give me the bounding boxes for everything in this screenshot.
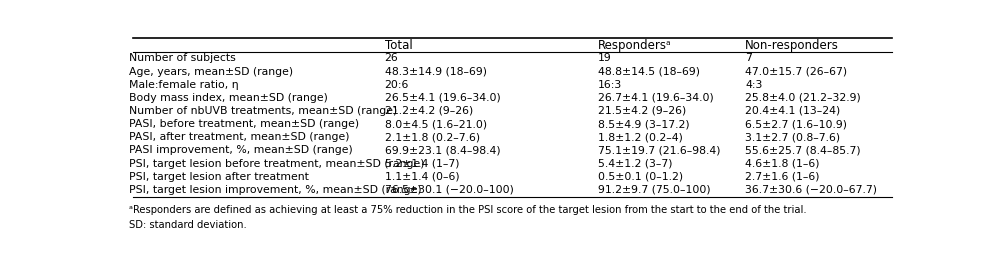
Text: 20:6: 20:6 [385,80,409,90]
Text: 1.8±1.2 (0.2–4): 1.8±1.2 (0.2–4) [598,132,683,142]
Text: 55.6±25.7 (8.4–85.7): 55.6±25.7 (8.4–85.7) [745,146,861,155]
Text: 21.2±4.2 (9–26): 21.2±4.2 (9–26) [385,106,473,116]
Text: 3.1±2.7 (0.8–7.6): 3.1±2.7 (0.8–7.6) [745,132,840,142]
Text: 2.7±1.6 (1–6): 2.7±1.6 (1–6) [745,172,820,182]
Text: 26.5±4.1 (19.6–34.0): 26.5±4.1 (19.6–34.0) [385,93,500,103]
Text: PASI, after treatment, mean±SD (range): PASI, after treatment, mean±SD (range) [129,132,349,142]
Text: 7: 7 [745,54,752,63]
Text: PSI, target lesion after treatment: PSI, target lesion after treatment [129,172,309,182]
Text: PSI, target lesion improvement, %, mean±SD (range): PSI, target lesion improvement, %, mean±… [129,185,422,195]
Text: 47.0±15.7 (26–67): 47.0±15.7 (26–67) [745,67,847,77]
Text: 6.5±2.7 (1.6–10.9): 6.5±2.7 (1.6–10.9) [745,119,847,129]
Text: Respondersᵃ: Respondersᵃ [598,39,671,52]
Text: 21.5±4.2 (9–26): 21.5±4.2 (9–26) [598,106,686,116]
Text: PSI, target lesion before treatment, mean±SD (range): PSI, target lesion before treatment, mea… [129,158,424,169]
Text: 5.2±1.4 (1–7): 5.2±1.4 (1–7) [385,158,459,169]
Text: Age, years, mean±SD (range): Age, years, mean±SD (range) [129,67,293,77]
Text: 20.4±4.1 (13–24): 20.4±4.1 (13–24) [745,106,840,116]
Text: 48.3±14.9 (18–69): 48.3±14.9 (18–69) [385,67,487,77]
Text: Number of nbUVB treatments, mean±SD (range): Number of nbUVB treatments, mean±SD (ran… [129,106,397,116]
Text: 0.5±0.1 (0–1.2): 0.5±0.1 (0–1.2) [598,172,683,182]
Text: 19: 19 [598,54,612,63]
Text: ᵃResponders are defined as achieving at least a 75% reduction in the PSI score o: ᵃResponders are defined as achieving at … [129,205,806,215]
Text: 75.1±19.7 (21.6–98.4): 75.1±19.7 (21.6–98.4) [598,146,720,155]
Text: 5.4±1.2 (3–7): 5.4±1.2 (3–7) [598,158,672,169]
Text: Total: Total [385,39,412,52]
Text: 36.7±30.6 (−20.0–67.7): 36.7±30.6 (−20.0–67.7) [745,185,877,195]
Text: 16:3: 16:3 [598,80,622,90]
Text: Body mass index, mean±SD (range): Body mass index, mean±SD (range) [129,93,328,103]
Text: 26: 26 [385,54,398,63]
Text: PASI improvement, %, mean±SD (range): PASI improvement, %, mean±SD (range) [129,146,353,155]
Text: 1.1±1.4 (0–6): 1.1±1.4 (0–6) [385,172,459,182]
Text: 4.6±1.8 (1–6): 4.6±1.8 (1–6) [745,158,820,169]
Text: Number of subjects: Number of subjects [129,54,236,63]
Text: 2.1±1.8 (0.2–7.6): 2.1±1.8 (0.2–7.6) [385,132,480,142]
Text: 4:3: 4:3 [745,80,762,90]
Text: 25.8±4.0 (21.2–32.9): 25.8±4.0 (21.2–32.9) [745,93,861,103]
Text: 69.9±23.1 (8.4–98.4): 69.9±23.1 (8.4–98.4) [385,146,500,155]
Text: SD: standard deviation.: SD: standard deviation. [129,220,247,229]
Text: 76.5±30.1 (−20.0–100): 76.5±30.1 (−20.0–100) [385,185,514,195]
Text: Male:female ratio, η: Male:female ratio, η [129,80,239,90]
Text: Non-responders: Non-responders [745,39,839,52]
Text: 26.7±4.1 (19.6–34.0): 26.7±4.1 (19.6–34.0) [598,93,714,103]
Text: 8.5±4.9 (3–17.2): 8.5±4.9 (3–17.2) [598,119,689,129]
Text: 48.8±14.5 (18–69): 48.8±14.5 (18–69) [598,67,700,77]
Text: PASI, before treatment, mean±SD (range): PASI, before treatment, mean±SD (range) [129,119,359,129]
Text: 91.2±9.7 (75.0–100): 91.2±9.7 (75.0–100) [598,185,710,195]
Text: 8.0±4.5 (1.6–21.0): 8.0±4.5 (1.6–21.0) [385,119,487,129]
